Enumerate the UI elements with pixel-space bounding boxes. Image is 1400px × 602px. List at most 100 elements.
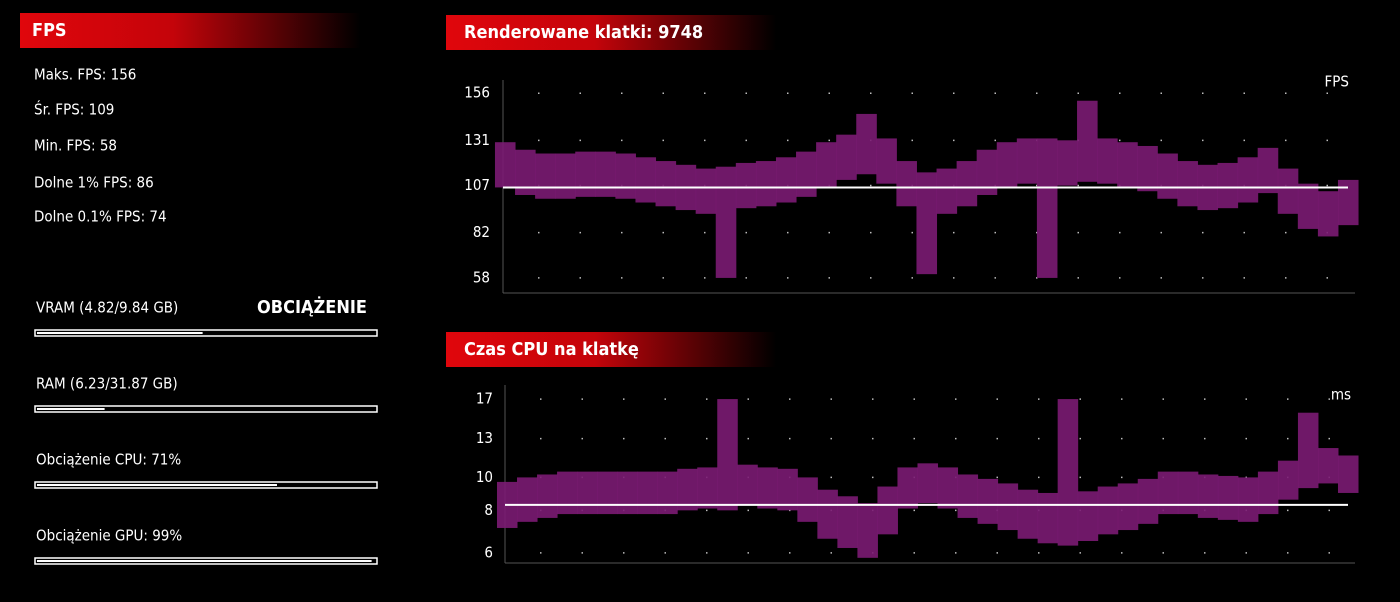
frame-range xyxy=(577,471,598,515)
bar-label: VRAM (4.82/9.84 GB) xyxy=(36,299,178,317)
frame-range xyxy=(655,161,677,207)
frame-range xyxy=(597,471,618,515)
frame-range xyxy=(777,468,798,511)
chart-title: Renderowane klatki: 9748 xyxy=(464,22,703,43)
frame-range xyxy=(757,467,778,509)
frame-range xyxy=(856,113,877,175)
frame-range xyxy=(817,489,838,539)
frame-range xyxy=(897,467,918,509)
bar-fill xyxy=(37,560,372,562)
frame-range xyxy=(1317,448,1339,484)
unit-label: ms xyxy=(1331,386,1351,404)
frame-range xyxy=(1197,474,1219,518)
bar-label: Obciążenie CPU: 71% xyxy=(36,451,181,469)
frame-range xyxy=(1137,145,1158,192)
frame-range xyxy=(717,399,738,511)
frame-range xyxy=(737,464,758,505)
frame-range xyxy=(796,151,817,197)
frame-range xyxy=(537,474,558,518)
frame-range xyxy=(1277,168,1299,214)
frame-range xyxy=(896,161,917,207)
frame-range xyxy=(1257,147,1279,194)
frame-range xyxy=(557,471,578,515)
y-tick-label: 13 xyxy=(476,429,493,447)
bar-fill xyxy=(37,332,203,334)
frame-range xyxy=(515,149,536,195)
y-tick-label: 107 xyxy=(464,176,490,194)
frame-range xyxy=(735,162,757,209)
frame-range xyxy=(836,134,857,180)
frame-range xyxy=(997,483,1019,531)
frame-range xyxy=(635,157,657,203)
frame-range xyxy=(857,503,878,558)
panel-title: FPS xyxy=(32,20,67,41)
frame-range xyxy=(1177,161,1198,207)
frame-range xyxy=(575,151,596,197)
frame-range xyxy=(1017,489,1039,539)
stat: Maks. FPS: 156 xyxy=(34,66,136,84)
y-tick-label: 131 xyxy=(464,131,490,149)
frame-range xyxy=(1257,471,1279,515)
frame-range xyxy=(1157,471,1179,515)
bar-track xyxy=(34,329,378,337)
frame-range xyxy=(695,168,717,214)
stat: Dolne 1% FPS: 86 xyxy=(34,174,154,192)
frame-range xyxy=(1217,162,1239,209)
chart-title: Czas CPU na klatkę xyxy=(464,339,639,360)
frame-range xyxy=(1157,153,1178,199)
bar-label: Obciążenie GPU: 99% xyxy=(36,527,182,545)
bar-label: RAM (6.23/31.87 GB) xyxy=(36,375,178,393)
frame-range xyxy=(1097,138,1118,184)
frame-range xyxy=(494,142,516,188)
frame-range xyxy=(936,168,958,214)
frame-range xyxy=(517,477,538,522)
bar-track xyxy=(34,557,378,565)
frame-range xyxy=(1057,399,1079,546)
bar-fill xyxy=(37,484,277,486)
frame-range xyxy=(1077,100,1098,182)
frame-range xyxy=(595,151,616,197)
y-tick-label: 17 xyxy=(476,390,493,408)
frame-range xyxy=(1237,477,1259,522)
frame-range xyxy=(916,172,938,275)
load-title: OBCIĄŻENIE xyxy=(257,296,367,318)
header-banner xyxy=(446,332,776,367)
frame-range xyxy=(977,478,999,524)
frame-range xyxy=(1036,138,1058,278)
frame-range xyxy=(1137,478,1159,524)
header-banner xyxy=(446,15,776,50)
frame-range xyxy=(1237,157,1259,203)
frame-range xyxy=(1217,475,1239,520)
frame-range xyxy=(1077,491,1099,541)
frame-range xyxy=(1277,460,1299,500)
unit-label: FPS xyxy=(1325,73,1349,91)
frame-range xyxy=(1177,471,1199,515)
y-tick-label: 58 xyxy=(473,268,490,286)
stat: Dolne 0.1% FPS: 74 xyxy=(34,208,167,226)
frame-range xyxy=(917,463,939,504)
frame-range xyxy=(1337,179,1359,226)
y-tick-label: 156 xyxy=(464,84,490,102)
frame-range xyxy=(797,477,818,522)
frame-range xyxy=(1117,483,1139,531)
frame-range xyxy=(937,467,959,509)
frame-range xyxy=(677,468,698,511)
frame-range xyxy=(755,161,777,207)
frame-range xyxy=(877,486,898,535)
frame-range xyxy=(996,142,1018,188)
frame-range xyxy=(615,153,636,199)
frame-range xyxy=(1016,138,1038,184)
stat: Min. FPS: 58 xyxy=(34,137,117,155)
frame-range xyxy=(775,157,797,203)
bar-fill xyxy=(37,408,105,410)
bar-track xyxy=(34,405,378,413)
y-tick-label: 8 xyxy=(484,501,493,519)
frame-range xyxy=(816,142,837,188)
frame-range xyxy=(657,471,678,515)
y-tick-label: 10 xyxy=(476,468,493,486)
frame-range xyxy=(1337,455,1359,493)
frame-range xyxy=(617,471,638,515)
frame-range xyxy=(1297,412,1319,489)
frame-range xyxy=(976,149,998,195)
frame-range xyxy=(957,474,979,518)
